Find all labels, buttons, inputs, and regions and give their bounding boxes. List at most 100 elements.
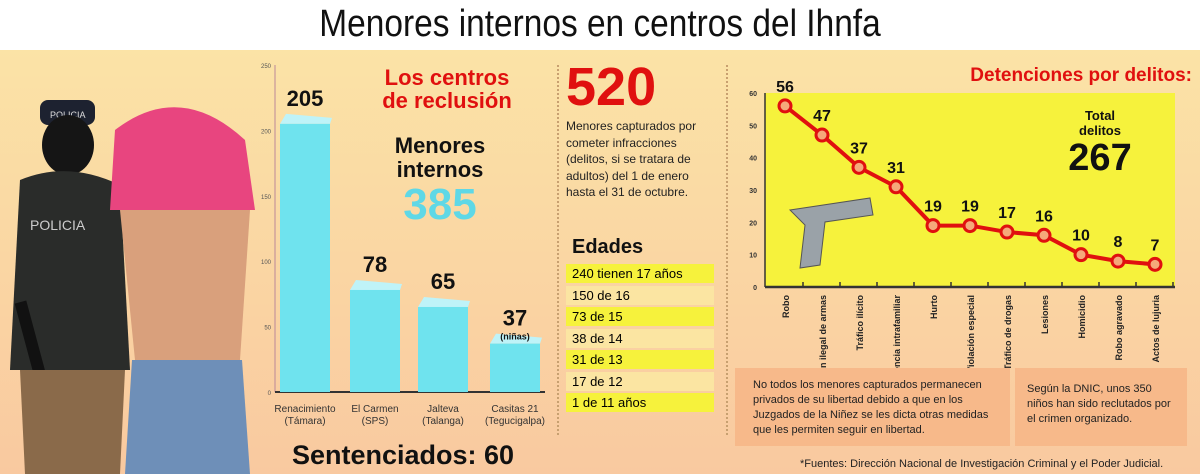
- pistol-icon: [788, 197, 874, 269]
- bar-sublabel: (niñas): [500, 332, 530, 342]
- edad-row: 17 de 12: [566, 371, 714, 391]
- x-tick-label: Tráfico ilícito: [855, 295, 865, 351]
- data-label: 7: [1151, 237, 1160, 254]
- note-right: Según la DNIC, unos 350 niños han sido r…: [1015, 368, 1187, 446]
- x-tick-label: Hurto: [929, 295, 939, 319]
- data-point: [777, 98, 793, 114]
- police-officer: POLICIA POLICIA: [10, 100, 130, 474]
- edades-heading: Edades: [572, 236, 644, 258]
- x-tick-label: Robo agravado: [1114, 295, 1124, 361]
- data-point: [925, 218, 941, 234]
- data-point: [1073, 247, 1089, 263]
- data-label: 56: [776, 79, 794, 96]
- y-tick-label: 0: [268, 391, 272, 395]
- data-point: [1036, 227, 1052, 243]
- x-tick-label: Robo: [781, 295, 791, 318]
- data-point: [888, 179, 904, 195]
- edad-row: 38 de 14: [566, 328, 714, 348]
- detained-minor: [110, 107, 255, 474]
- menores-internos: Menores internos 385: [380, 134, 500, 228]
- data-label: 8: [1114, 234, 1123, 251]
- y-tick-label: 100: [261, 260, 272, 266]
- y-tick-label: 60: [749, 91, 757, 98]
- note-left: No todos los menores capturados permanec…: [735, 368, 1010, 446]
- menores-total: 385: [403, 180, 477, 229]
- bar-value-label: 65: [431, 269, 455, 294]
- y-tick-label: 150: [261, 195, 272, 201]
- bar-top: [350, 279, 402, 290]
- data-point: [814, 127, 830, 143]
- edad-row: 240 tienen 17 años: [566, 264, 714, 283]
- y-tick-label: 250: [261, 64, 272, 70]
- total-label-1: Total: [1084, 108, 1116, 123]
- page-title: Menores internos en centros del Ihnfa: [319, 3, 881, 45]
- data-label: 19: [961, 199, 979, 216]
- data-label: 17: [998, 205, 1016, 222]
- edad-row: 31 de 13: [566, 350, 714, 369]
- data-label: 16: [1035, 208, 1053, 225]
- y-tick-label: 40: [749, 156, 757, 163]
- x-tick-label: Tráfico de drogas: [1003, 295, 1013, 370]
- bar: [418, 306, 468, 392]
- vest-text: POLICIA: [30, 217, 86, 233]
- x-tick-label: Lesiones: [1040, 295, 1050, 334]
- menores-label-1: Menores: [394, 133, 486, 158]
- capturados-text: Menores capturados por cometer infraccio…: [566, 119, 697, 199]
- y-tick-label: 50: [264, 326, 271, 332]
- cap-text: POLICIA: [50, 110, 86, 120]
- data-point: [999, 224, 1015, 240]
- menores-label-2: internos: [396, 157, 484, 182]
- edades-list: 240 tienen 17 años 150 de 16 73 de 15 38 de…: [566, 264, 714, 415]
- x-tick-label: Violencia intrafamiliar: [892, 295, 902, 370]
- bar-chart: 0 50 100 150 200 250 205 78 65 37(niñas): [261, 64, 545, 395]
- capturados-number: 520: [566, 57, 657, 117]
- photo-illustration: POLICIA POLICIA: [10, 100, 255, 474]
- bar: [280, 123, 330, 393]
- data-point: [851, 159, 867, 175]
- y-tick-label: 20: [749, 220, 757, 227]
- divider: [726, 65, 728, 435]
- bar: [350, 289, 400, 392]
- bar-value-label: 37: [503, 306, 527, 331]
- line-chart: Detenciones por delitos: 0 10 20 30 40 50 60 56 4…: [749, 65, 1192, 370]
- plot-area: [765, 93, 1175, 287]
- data-label: 10: [1072, 228, 1090, 245]
- data-label: 19: [924, 199, 942, 216]
- bar: [490, 343, 540, 392]
- bar-top: [280, 113, 332, 124]
- x-tick-label: Casitas 21 (Tegucigalpa): [484, 404, 546, 427]
- x-tick-label: Renacimiento (Támara): [274, 404, 336, 427]
- x-tick-label: Jalteva (Talanga): [422, 404, 464, 427]
- bar-value-label: 78: [363, 252, 387, 277]
- edad-row: 73 de 15: [566, 307, 714, 326]
- x-tick-label: Actos de lujuria: [1151, 294, 1161, 363]
- bar-value-label: 205: [287, 86, 324, 111]
- chart-title: Detenciones por delitos:: [970, 65, 1192, 86]
- edad-row: 1 de 11 años: [566, 393, 714, 412]
- centros-heading-line1: Los centros: [384, 65, 510, 90]
- y-tick-label: 30: [749, 188, 757, 195]
- data-label: 47: [813, 108, 831, 125]
- x-tick-label: Homicidio: [1077, 295, 1087, 339]
- edad-row: 150 de 16: [566, 285, 714, 305]
- sentenciados: Sentenciados: 60: [292, 440, 515, 470]
- y-tick-label: 50: [749, 123, 757, 130]
- total-label-2: delitos: [1079, 123, 1121, 138]
- x-tick-label: El Carmen (SPS): [351, 404, 399, 427]
- x-tick-label: Portación ilegal de armas: [818, 295, 828, 370]
- centros-heading-line2: de reclusión: [382, 88, 512, 113]
- x-tick-label: Violación especial: [966, 295, 976, 370]
- data-label: 37: [850, 140, 868, 157]
- y-tick-label: 200: [261, 129, 272, 135]
- bar-top: [418, 296, 470, 307]
- bar-top: [490, 333, 542, 344]
- total-delitos: Total delitos 267: [1040, 108, 1160, 178]
- centros-heading: Los centros de reclusión: [372, 66, 522, 112]
- footnote: *Fuentes: Dirección Nacional de Investig…: [800, 458, 1164, 470]
- data-point: [1110, 253, 1126, 269]
- divider: [557, 65, 559, 435]
- y-tick-label: 0: [753, 285, 757, 292]
- data-label: 31: [887, 160, 905, 177]
- y-tick-label: 10: [749, 253, 757, 260]
- total-value: 267: [1068, 137, 1132, 179]
